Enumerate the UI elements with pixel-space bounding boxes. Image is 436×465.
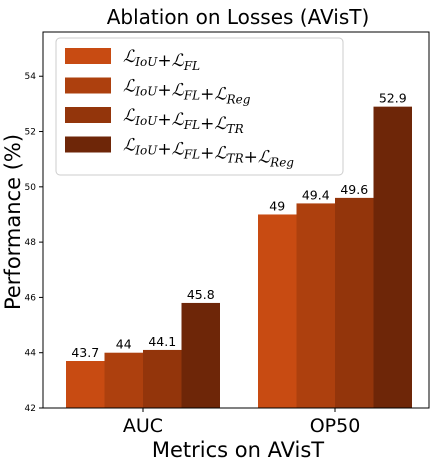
bar <box>66 361 105 408</box>
legend-label: ℒIoU+ℒFL+ℒTR+ℒReg <box>123 136 294 170</box>
chart-title: Ablation on Losses (AVisT) <box>107 5 370 29</box>
legend: ℒIoU+ℒFL ℒIoU+ℒFL+ℒRegℒIoU+ℒFL+ℒTRℒIoU+ℒF… <box>55 37 344 176</box>
y-tick-label: 50 <box>25 183 37 193</box>
bar <box>335 197 374 408</box>
bar-value-label: 49 <box>269 198 285 213</box>
legend-frame <box>55 37 344 176</box>
x-tick-label: OP50 <box>310 415 361 437</box>
legend-label: ℒIoU+ℒFL+ℒTR <box>123 106 244 136</box>
bar-value-label: 45.8 <box>187 287 215 302</box>
y-tick-label: 54 <box>25 72 37 82</box>
bar-value-label: 49.6 <box>340 182 368 197</box>
bar <box>143 349 182 408</box>
y-tick-label: 44 <box>25 349 37 359</box>
y-tick-label: 48 <box>25 238 37 248</box>
x-tick-label: AUC <box>123 415 163 437</box>
bar <box>181 302 220 408</box>
bar-value-label: 49.4 <box>302 187 330 202</box>
bar <box>104 352 143 408</box>
bar-value-label: 44.1 <box>148 334 176 349</box>
legend-swatch <box>65 48 111 64</box>
legend-swatch <box>65 107 111 123</box>
y-tick-label: 52 <box>25 128 36 138</box>
bar <box>296 203 335 408</box>
y-axis: 42 44 46 48 50 52 54 <box>25 72 43 414</box>
legend-label: ℒIoU+ℒFL <box>123 47 200 73</box>
bar <box>373 106 412 408</box>
plot-frame <box>42 31 430 409</box>
y-tick-label: 46 <box>25 293 37 303</box>
plot-area: 43.7 44 44.1 45.8 49 49.4 49.6 52.9 <box>66 91 412 408</box>
bar-value-label: 43.7 <box>71 345 99 360</box>
y-axis-label: Performance (%) <box>1 134 25 310</box>
bar-value-label: 44 <box>116 337 132 352</box>
legend-label: ℒIoU+ℒFL+ℒReg <box>123 77 251 107</box>
x-axis: AUC OP50 <box>123 408 360 437</box>
x-axis-label: Metrics on AVisT <box>152 438 324 462</box>
bar <box>258 214 297 408</box>
legend-swatch <box>65 136 111 153</box>
legend-swatch <box>65 77 111 94</box>
bar-value-label: 52.9 <box>379 91 407 106</box>
y-tick-label: 42 <box>25 404 36 414</box>
